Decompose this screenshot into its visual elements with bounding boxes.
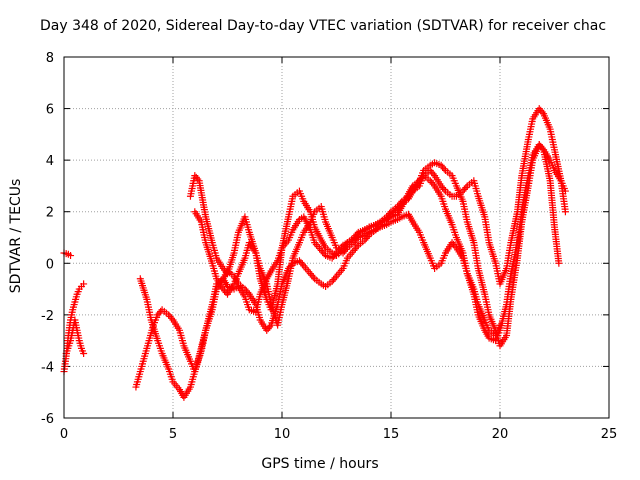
data-point xyxy=(266,323,274,331)
x-tick-label: 10 xyxy=(274,427,291,442)
data-point xyxy=(440,165,448,173)
y-tick-label: 6 xyxy=(46,103,54,118)
data-point xyxy=(320,250,328,258)
data-point xyxy=(538,144,546,152)
data-point xyxy=(353,235,361,243)
data-point xyxy=(194,175,202,183)
y-tick-label: -6 xyxy=(41,412,54,427)
data-point xyxy=(67,252,75,260)
y-tick-label: -4 xyxy=(41,360,54,375)
data-point xyxy=(407,189,415,197)
data-point xyxy=(353,243,361,251)
data-point xyxy=(429,180,437,188)
series-trace-a xyxy=(60,249,75,260)
axis-ticks: 0 5 10 15 20 25 -6 -4 -2 0 2 4 6 8 xyxy=(41,51,617,442)
series-trace-e xyxy=(136,141,563,401)
y-axis-label: SDTVAR / TECUs xyxy=(8,178,24,294)
data-point xyxy=(538,108,546,116)
data-point xyxy=(429,170,437,178)
data-point xyxy=(496,321,504,329)
data-point xyxy=(331,274,339,282)
plot-border xyxy=(63,56,610,419)
x-tick-label: 5 xyxy=(169,427,177,442)
series-trace-g xyxy=(191,203,504,339)
x-tick-label: 25 xyxy=(601,427,618,442)
series-trace-c xyxy=(62,316,88,358)
data-point xyxy=(396,199,404,207)
data-point xyxy=(309,273,317,281)
data-point xyxy=(555,259,563,267)
x-tick-label: 0 xyxy=(60,427,68,442)
data-point xyxy=(244,289,252,297)
data-point xyxy=(440,185,448,193)
y-tick-label: 0 xyxy=(46,257,54,272)
x-axis-label: GPS time / hours xyxy=(261,456,379,472)
data-point xyxy=(80,350,88,358)
data-point xyxy=(462,184,470,192)
data-point xyxy=(451,242,459,250)
y-tick-label: 4 xyxy=(46,154,54,169)
data-point xyxy=(298,260,306,268)
x-tick-label: 20 xyxy=(492,427,509,442)
data-point xyxy=(342,246,350,254)
y-tick-label: 2 xyxy=(46,206,54,221)
chart-title: Day 348 of 2020, Sidereal Day-to-day VTE… xyxy=(40,18,607,34)
data-point xyxy=(168,314,176,322)
data-point xyxy=(386,209,394,217)
y-tick-label: -2 xyxy=(41,309,54,324)
y-tick-label: 8 xyxy=(46,51,54,66)
x-tick-label: 15 xyxy=(383,427,400,442)
data-point xyxy=(561,208,569,216)
data-points xyxy=(60,105,569,401)
data-point xyxy=(80,280,88,288)
